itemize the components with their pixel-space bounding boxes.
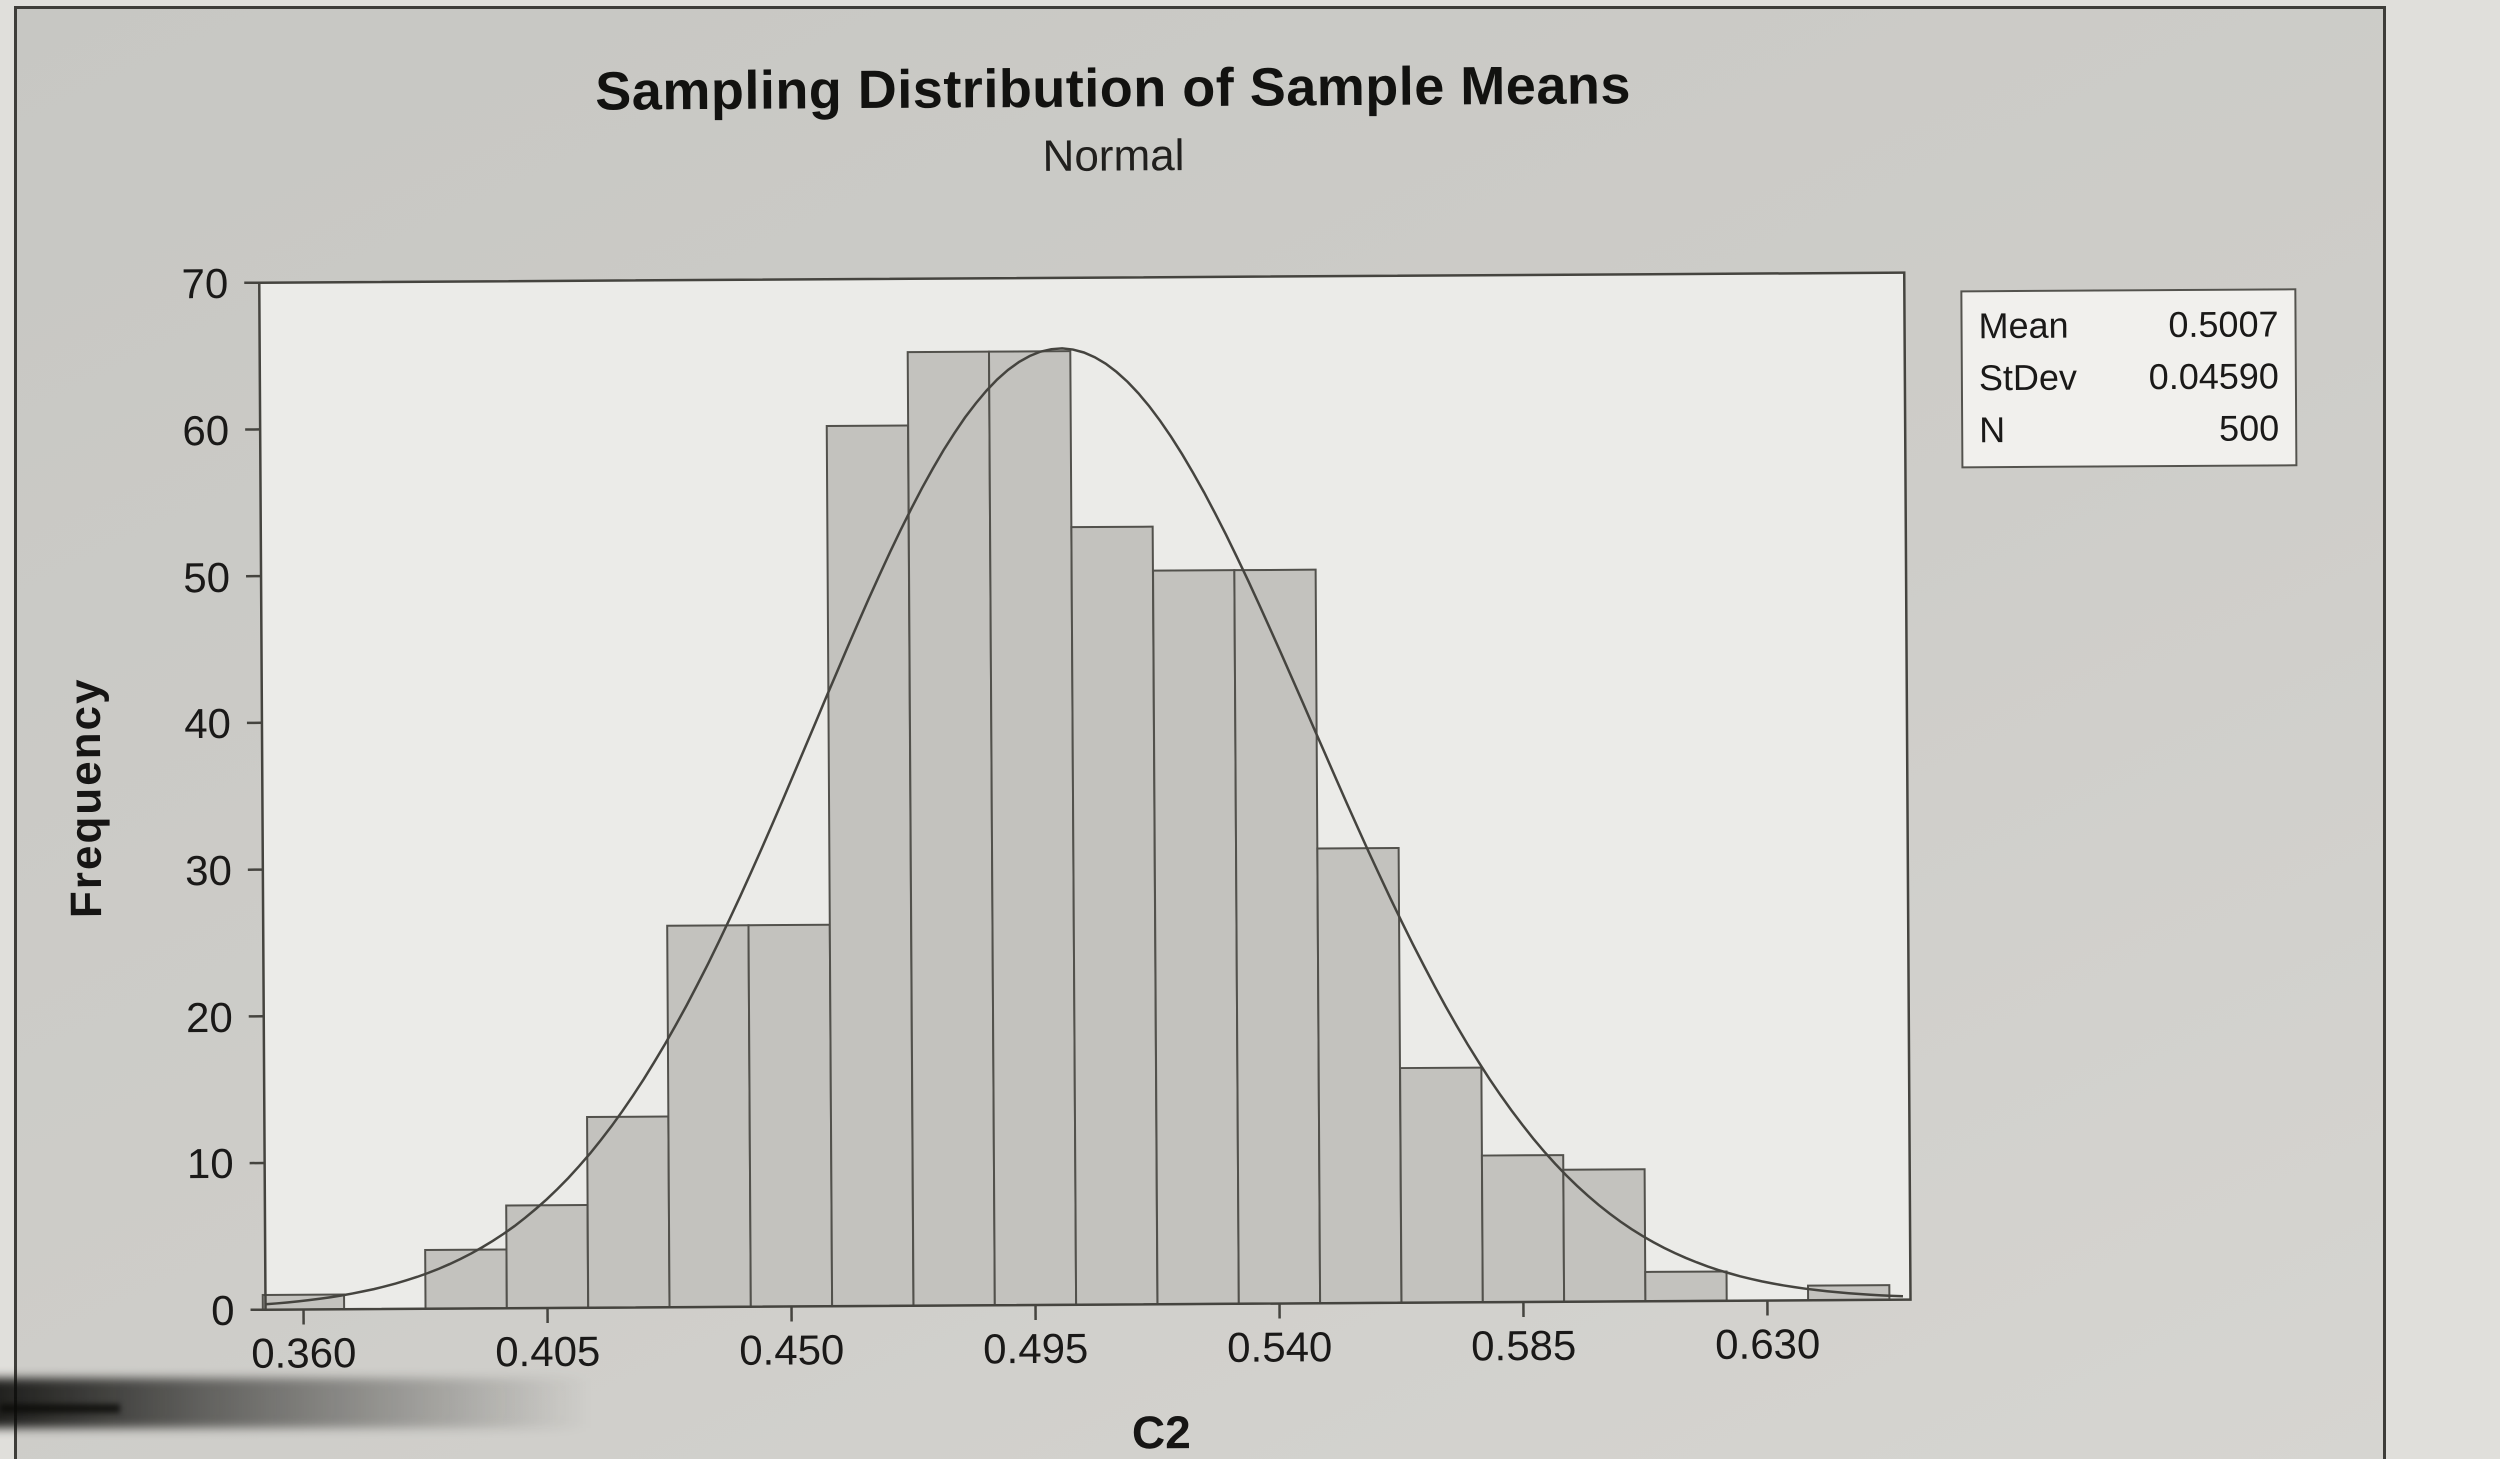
photo-shadow: [0, 1378, 830, 1428]
legend-value: 500: [2219, 402, 2279, 454]
legend-value: 0.5007: [2168, 298, 2278, 351]
histogram-plot: [14, 6, 2386, 1459]
x-tick-label: 0.405: [458, 1328, 638, 1375]
chart-figure: Sampling Distribution of Sample Means No…: [14, 6, 2386, 1459]
y-axis-title: Frequency: [60, 598, 110, 998]
x-tick-label: 0.630: [1678, 1321, 1858, 1368]
y-tick-label: 50: [120, 556, 230, 601]
chart-canvas: Sampling Distribution of Sample Means No…: [14, 6, 2386, 1459]
legend-row-n: N 500: [1979, 402, 2279, 456]
legend-label: Mean: [1978, 300, 2068, 353]
photo-edge: [0, 1404, 120, 1413]
y-tick-label: 60: [119, 409, 229, 454]
stats-legend: Mean 0.5007 StDev 0.04590 N 500: [1960, 288, 2297, 468]
x-tick-label: 0.540: [1190, 1324, 1370, 1371]
y-tick-label: 0: [124, 1289, 234, 1334]
x-tick-label: 0.360: [214, 1330, 394, 1377]
legend-row-mean: Mean 0.5007: [1978, 298, 2278, 352]
y-tick-label: 20: [123, 996, 233, 1041]
y-tick-label: 10: [124, 1142, 234, 1187]
x-tick-label: 0.495: [946, 1325, 1126, 1372]
legend-label: N: [1979, 404, 2005, 456]
legend-label: StDev: [1979, 352, 2077, 405]
legend-row-stdev: StDev 0.04590: [1979, 350, 2279, 404]
y-tick-label: 70: [118, 262, 228, 307]
legend-value: 0.04590: [2149, 350, 2279, 403]
y-tick-label: 30: [122, 849, 232, 894]
photographed-page: { "chart_data": { "type": "bar", "title"…: [0, 0, 2500, 1413]
x-tick-label: 0.450: [702, 1327, 882, 1374]
x-tick-label: 0.585: [1434, 1322, 1614, 1369]
y-tick-label: 40: [121, 702, 231, 747]
